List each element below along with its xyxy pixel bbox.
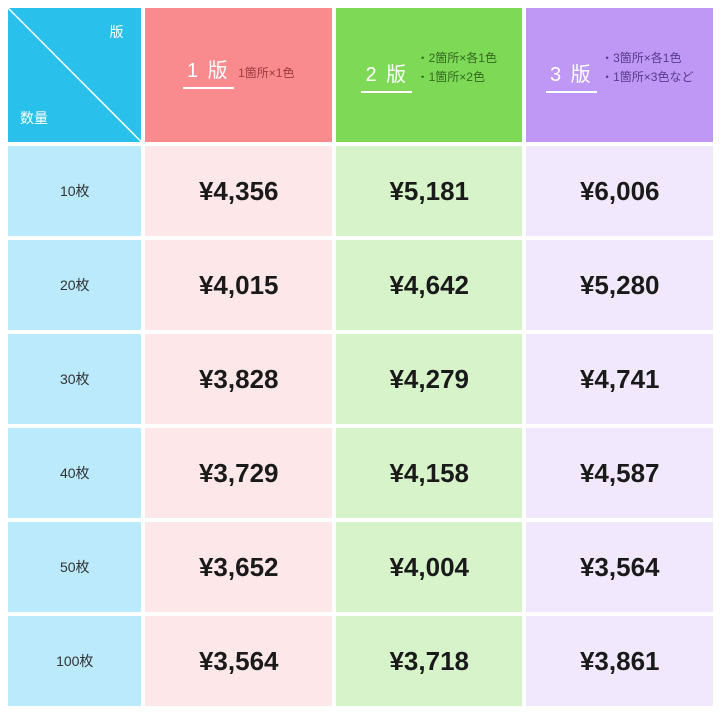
price-cell: ¥3,564 [145, 616, 332, 706]
table-row: 30枚 ¥3,828 ¥4,279 ¥4,741 [8, 334, 713, 424]
price-cell: ¥4,158 [336, 428, 523, 518]
col-subline: ・3箇所×各1色 [601, 49, 693, 68]
row-qty: 100枚 [8, 616, 141, 706]
price-cell: ¥3,718 [336, 616, 523, 706]
col-title: 1 版 [183, 54, 234, 89]
row-qty: 30枚 [8, 334, 141, 424]
price-cell: ¥5,280 [526, 240, 713, 330]
price-cell: ¥4,356 [145, 146, 332, 236]
price-cell: ¥3,652 [145, 522, 332, 612]
row-qty: 20枚 [8, 240, 141, 330]
col-title: 3 版 [546, 58, 597, 93]
price-cell: ¥3,861 [526, 616, 713, 706]
price-cell: ¥3,729 [145, 428, 332, 518]
col-subline: 1箇所×1色 [238, 64, 294, 83]
price-cell: ¥4,741 [526, 334, 713, 424]
col-header-2: 2 版 ・2箇所×各1色 ・1箇所×2色 [336, 8, 523, 142]
price-cell: ¥3,564 [526, 522, 713, 612]
price-cell: ¥4,004 [336, 522, 523, 612]
price-cell: ¥6,006 [526, 146, 713, 236]
col-header-3: 3 版 ・3箇所×各1色 ・1箇所×3色など [526, 8, 713, 142]
col-subline: ・1箇所×3色など [601, 68, 693, 87]
price-cell: ¥5,181 [336, 146, 523, 236]
row-qty: 40枚 [8, 428, 141, 518]
table-row: 100枚 ¥3,564 ¥3,718 ¥3,861 [8, 616, 713, 706]
price-cell: ¥4,279 [336, 334, 523, 424]
price-cell: ¥4,587 [526, 428, 713, 518]
corner-top-label: 版 [109, 22, 123, 42]
table-row: 20枚 ¥4,015 ¥4,642 ¥5,280 [8, 240, 713, 330]
price-cell: ¥4,015 [145, 240, 332, 330]
col-subline: ・2箇所×各1色 [417, 49, 497, 68]
col-subline: ・1箇所×2色 [417, 68, 497, 87]
corner-bottom-label: 数量 [20, 108, 48, 128]
pricing-table: 版 数量 1 版 1箇所×1色 2 版 ・2箇所×各1色 ・1箇所×2色 3 版… [4, 4, 717, 710]
row-qty: 10枚 [8, 146, 141, 236]
table-row: 40枚 ¥3,729 ¥4,158 ¥4,587 [8, 428, 713, 518]
col-title: 2 版 [361, 58, 412, 93]
table-row: 50枚 ¥3,652 ¥4,004 ¥3,564 [8, 522, 713, 612]
table-row: 10枚 ¥4,356 ¥5,181 ¥6,006 [8, 146, 713, 236]
col-header-1: 1 版 1箇所×1色 [145, 8, 332, 142]
row-qty: 50枚 [8, 522, 141, 612]
price-cell: ¥3,828 [145, 334, 332, 424]
corner-cell: 版 数量 [8, 8, 141, 142]
price-cell: ¥4,642 [336, 240, 523, 330]
